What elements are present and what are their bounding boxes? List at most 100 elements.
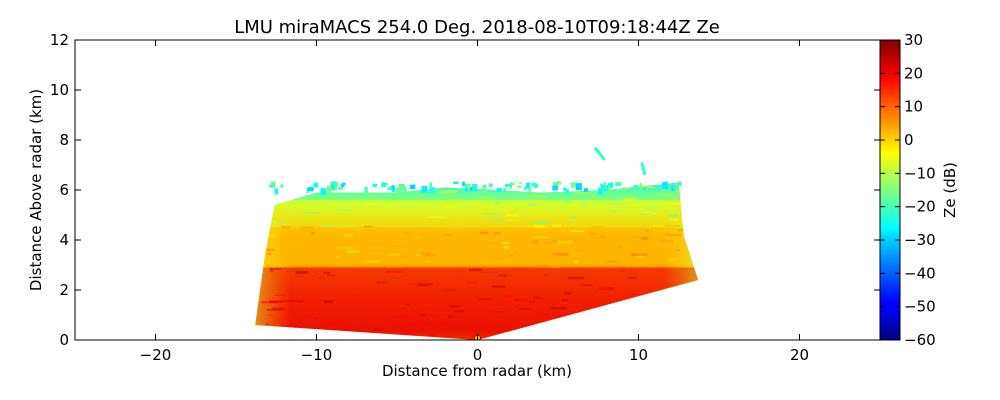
echo-texture	[351, 294, 366, 296]
echo-texture	[630, 293, 636, 296]
cloud-top-echo	[633, 185, 639, 189]
echo-texture	[533, 296, 541, 299]
echo-texture	[503, 295, 512, 298]
echo-texture	[532, 236, 550, 238]
cloud-top-echo	[531, 182, 537, 187]
echo-texture	[656, 193, 672, 197]
cloud-top-echo	[678, 181, 682, 186]
y-tick-label: 4	[59, 231, 69, 249]
isolated-echo	[640, 162, 647, 176]
echo-texture	[518, 308, 532, 310]
echo-texture	[443, 289, 457, 292]
echo-texture	[346, 250, 361, 253]
cloud-top-echo	[615, 182, 621, 187]
cloud-top-echo	[453, 181, 459, 184]
echo-texture	[366, 242, 383, 245]
echo-texture	[628, 277, 637, 279]
echo-texture	[661, 240, 674, 243]
echo-texture	[585, 194, 602, 198]
echo-texture	[571, 230, 584, 233]
echo-texture	[591, 226, 603, 229]
echo-texture	[411, 317, 418, 319]
echo-texture	[435, 312, 453, 314]
echo-texture	[266, 260, 275, 264]
echo-texture	[323, 271, 331, 274]
echo-texture	[533, 221, 549, 225]
echo-texture	[339, 247, 356, 250]
echo-texture	[350, 240, 360, 242]
echo-texture	[311, 231, 315, 235]
colorbar-tick-label: 20	[904, 64, 923, 82]
cloud-top-echo	[565, 188, 569, 196]
echo-texture	[653, 225, 664, 227]
echo-texture	[551, 307, 567, 310]
echo-texture	[579, 284, 583, 286]
echo-layer	[255, 227, 699, 268]
echo-texture	[325, 208, 340, 211]
cloud-top-echo	[604, 181, 607, 189]
cloud-top-echo	[372, 183, 377, 188]
echo-texture	[574, 260, 579, 264]
colorbar-label: Ze (dB)	[941, 162, 959, 218]
echo-texture	[610, 210, 617, 213]
cloud-top-echo	[270, 181, 276, 188]
echo-texture	[335, 209, 353, 212]
colorbar-tick-label: 30	[904, 31, 923, 49]
isolated-echo	[593, 146, 606, 161]
echo-texture	[318, 277, 326, 279]
y-tick-label: 0	[59, 331, 69, 349]
echo-texture	[279, 300, 297, 302]
echo-texture	[584, 191, 591, 194]
echo-texture	[411, 283, 424, 285]
x-tick-label: −10	[301, 346, 333, 364]
echo-texture	[329, 323, 342, 326]
echo-texture	[482, 212, 498, 215]
cloud-top-echo	[338, 186, 343, 190]
echo-texture	[265, 322, 269, 325]
echo-texture	[275, 231, 290, 234]
echo-texture	[295, 271, 308, 274]
echo-texture	[454, 252, 459, 254]
cloud-top-echo	[274, 188, 279, 195]
echo-texture	[590, 232, 596, 235]
echo-texture	[493, 218, 508, 221]
echo-texture	[640, 186, 655, 188]
echo-texture	[437, 323, 446, 325]
cloud-top-echo	[330, 182, 334, 190]
echo-texture	[668, 218, 678, 222]
cloud-top-echo	[429, 182, 433, 187]
cloud-top-echo	[465, 183, 471, 188]
colorbar-tick-label: −60	[904, 331, 936, 349]
echo-texture	[268, 314, 274, 316]
cloud-top-echo	[398, 185, 404, 191]
echo-texture	[480, 221, 494, 223]
echo-texture	[424, 303, 434, 306]
echo-texture	[269, 270, 273, 273]
echo-texture	[595, 293, 602, 295]
cloud-top-echo	[526, 182, 530, 189]
cloud-top-echo	[528, 184, 531, 192]
echo-texture	[428, 215, 442, 218]
echo-texture	[427, 333, 437, 336]
x-tick-label: 0	[473, 346, 483, 364]
echo-texture	[551, 266, 560, 269]
echo-texture	[386, 253, 400, 256]
colorbar-tick-label: −10	[904, 164, 936, 182]
echo-texture	[498, 274, 508, 277]
cloud-top-echo	[340, 184, 345, 188]
echo-texture	[326, 274, 335, 276]
colorbar-tick-label: 10	[904, 98, 923, 116]
echo-texture	[631, 235, 639, 238]
echo-texture	[333, 302, 341, 305]
y-tick-label: 6	[59, 181, 69, 199]
echo-texture	[491, 311, 504, 313]
echo-texture	[365, 247, 373, 249]
cloud-top-echo	[575, 183, 582, 191]
radar-echo-field	[255, 146, 699, 340]
echo-texture	[293, 239, 303, 242]
colorbar-tick-label: −30	[904, 231, 936, 249]
cloud-top-echo	[320, 188, 327, 195]
echo-texture	[610, 203, 625, 205]
cloud-top-echo	[330, 181, 336, 185]
